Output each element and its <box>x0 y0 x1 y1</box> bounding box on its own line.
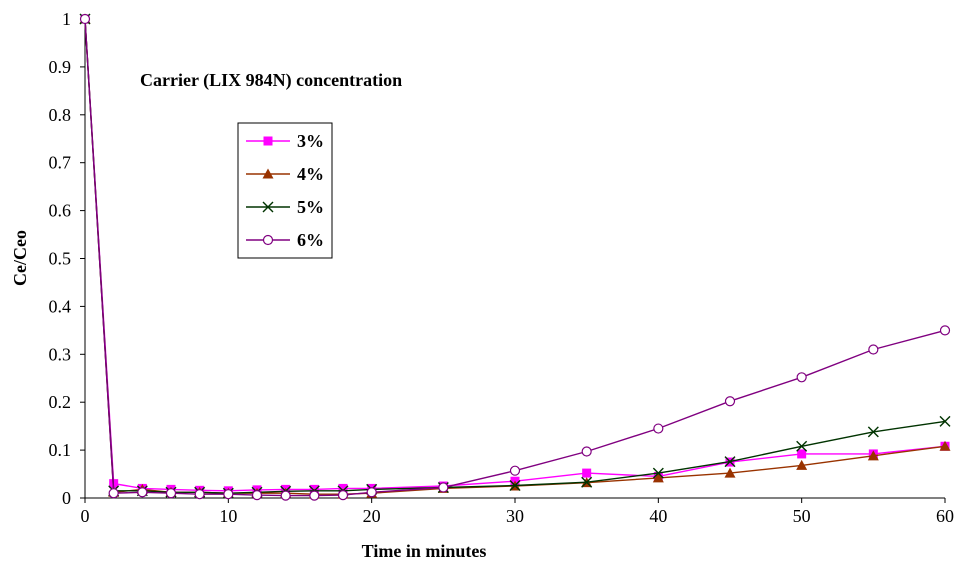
x-tick-label: 40 <box>649 506 667 526</box>
data-point <box>79 13 91 25</box>
data-point <box>796 372 807 383</box>
data-point <box>796 440 808 452</box>
y-tick-label: 0.1 <box>49 440 72 460</box>
data-point <box>108 488 119 499</box>
chart-title: Carrier (LIX 984N) concentration <box>140 70 402 91</box>
y-tick-label: 0.7 <box>49 153 72 173</box>
data-point <box>251 490 263 501</box>
y-tick-label: 0.2 <box>49 392 72 412</box>
data-point <box>165 488 177 499</box>
legend-label: 6% <box>297 230 324 250</box>
legend-marker <box>263 136 273 146</box>
series-4 <box>79 13 951 501</box>
data-point <box>581 446 592 457</box>
x-tick-label: 10 <box>219 506 237 526</box>
x-tick-label: 20 <box>363 506 381 526</box>
y-tick-label: 1 <box>62 9 71 29</box>
data-point <box>309 490 320 501</box>
legend: 3% 4% 5% 6% <box>237 122 333 259</box>
data-point <box>581 476 593 488</box>
data-point <box>280 490 291 501</box>
legend-entry: 5% <box>246 197 324 217</box>
data-point <box>652 472 664 483</box>
legend-entry: 3% <box>246 131 324 151</box>
legend-marker <box>262 234 274 246</box>
y-axis-title: Ce/Ceo <box>10 230 30 286</box>
data-point <box>652 467 664 479</box>
x-axis-title: Time in minutes <box>362 541 487 561</box>
data-point <box>137 487 148 498</box>
data-point <box>338 483 348 493</box>
data-point <box>223 489 234 500</box>
y-tick-label: 0.6 <box>49 201 72 221</box>
y-tick-label: 0.9 <box>49 57 72 77</box>
x-tick-label: 0 <box>81 506 90 526</box>
data-point <box>653 423 664 434</box>
y-tick-label: 0.8 <box>49 105 72 125</box>
y-axis-ticks: 0 0.1 0.2 0.3 0.4 0.5 0.6 0.7 0.8 0.9 1 <box>49 9 85 508</box>
data-point <box>868 344 879 355</box>
y-tick-label: 0.5 <box>49 249 72 269</box>
data-point <box>366 487 377 498</box>
data-point <box>939 415 951 427</box>
x-tick-label: 50 <box>793 506 811 526</box>
x-tick-label: 30 <box>506 506 524 526</box>
data-point <box>939 325 951 336</box>
data-point <box>724 396 736 407</box>
legend-entry: 6% <box>246 230 324 250</box>
data-point <box>509 465 521 476</box>
data-point <box>939 440 951 451</box>
data-point <box>438 482 449 493</box>
data-point <box>582 468 592 478</box>
data-point <box>867 450 879 461</box>
y-tick-label: 0 <box>62 488 71 508</box>
data-point <box>337 490 349 501</box>
data-point <box>796 459 808 470</box>
data-point <box>724 456 736 468</box>
y-tick-label: 0.4 <box>49 296 72 316</box>
legend-marker <box>262 168 274 179</box>
data-point <box>797 449 807 459</box>
legend-box <box>237 122 333 259</box>
legend-label: 5% <box>297 197 324 217</box>
legend-entry: 4% <box>246 164 324 184</box>
data-point <box>509 480 521 492</box>
x-tick-label: 60 <box>936 506 954 526</box>
legend-label: 4% <box>297 164 324 184</box>
legend-marker <box>262 201 274 213</box>
x-axis-ticks: 0 10 20 30 40 50 60 <box>81 498 954 526</box>
data-point <box>724 467 736 478</box>
y-tick-label: 0.3 <box>49 344 72 364</box>
data-point <box>194 489 205 500</box>
series-layer <box>79 13 951 501</box>
legend-label: 3% <box>297 131 324 151</box>
data-point <box>867 426 879 438</box>
